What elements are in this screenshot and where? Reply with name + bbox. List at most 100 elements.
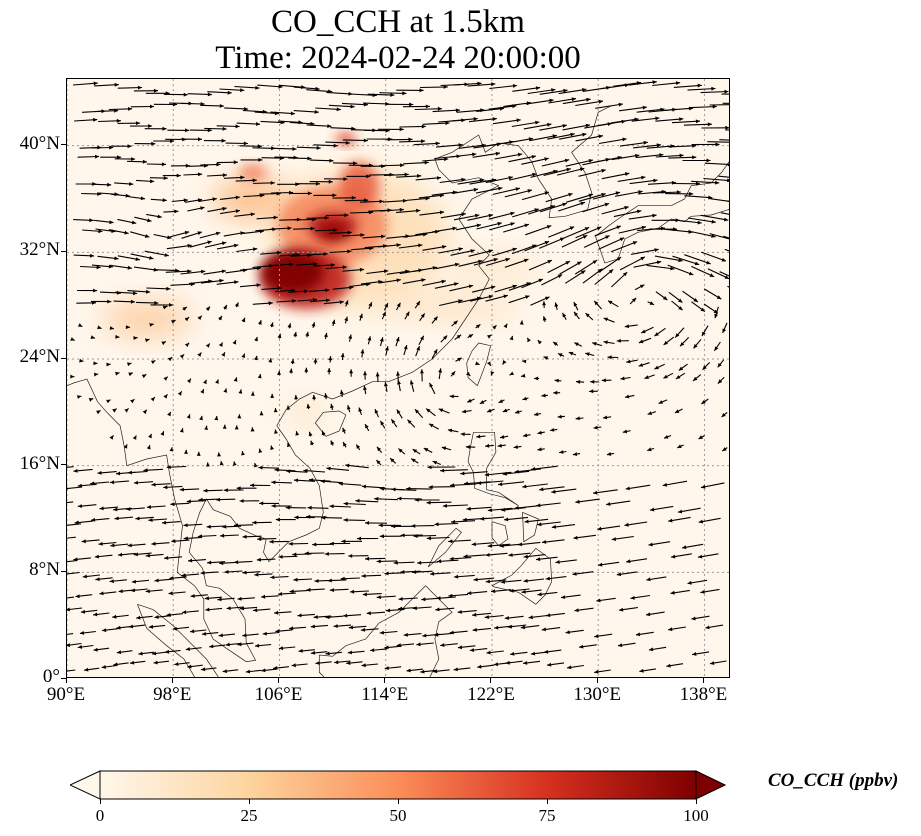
wind-vector-head-694 — [714, 313, 718, 319]
wind-vector-head-115 — [366, 611, 371, 616]
wind-vector-1005 — [325, 141, 350, 144]
wind-vector-878 — [700, 214, 729, 221]
wind-vector-head-205 — [234, 560, 239, 565]
wind-vector-head-552 — [167, 357, 173, 362]
wind-vector-head-346 — [428, 485, 433, 489]
wind-vector-head-1072 — [219, 104, 224, 108]
wind-vector-head-465 — [426, 408, 431, 413]
wind-vector-head-498 — [429, 382, 434, 388]
wind-vector-head-302 — [215, 497, 220, 502]
wind-vector-head-956 — [131, 157, 136, 161]
wind-vector-head-551 — [150, 360, 156, 365]
wind-vector-head-655 — [675, 333, 680, 338]
wind-vector-head-1105 — [153, 88, 158, 93]
wind-vector-260 — [67, 523, 82, 526]
wind-vector-head-269 — [222, 524, 227, 529]
wind-vector-head-986 — [679, 153, 684, 158]
wind-vector-head-646 — [519, 320, 524, 325]
wind-vector-head-627 — [184, 317, 190, 322]
wind-vector-head-565 — [403, 345, 408, 350]
wind-vector-head-370 — [274, 468, 279, 472]
wind-vector-head-1028 — [93, 117, 98, 122]
wind-vector-head-208 — [292, 552, 297, 557]
wind-vector-head-49 — [347, 650, 353, 655]
wind-vector-head-518 — [215, 379, 219, 384]
wind-vector-head-907 — [588, 193, 593, 198]
wind-vector-head-408 — [513, 445, 518, 449]
wind-vector-head-535 — [521, 373, 526, 378]
wind-vector-head-105 — [182, 610, 187, 615]
y-tick-mark-40 — [61, 144, 66, 146]
wind-vector-head-821 — [360, 233, 365, 237]
wind-vector-head-214 — [393, 560, 398, 565]
co-plume-blob-7 — [339, 161, 380, 210]
wind-vector-head-913 — [689, 191, 694, 196]
wind-vector-head-152 — [448, 593, 453, 598]
wind-vector-head-829 — [510, 222, 515, 226]
wind-vector-head-352 — [539, 487, 544, 492]
wind-vector-head-33 — [67, 643, 71, 647]
wind-vector-head-1077 — [314, 110, 319, 114]
wind-vector-head-257 — [611, 537, 616, 541]
wind-vector-head-946 — [625, 172, 630, 176]
wind-vector-head-1031 — [148, 124, 153, 128]
wind-vector-head-395 — [287, 442, 291, 448]
wind-vector-head-885 — [183, 198, 188, 203]
wind-vector-head-809 — [144, 234, 150, 238]
wind-vector-head-612 — [574, 342, 579, 347]
wind-vector-head-9 — [222, 669, 227, 674]
wind-vector-head-468 — [487, 408, 492, 413]
wind-vector-head-905 — [544, 191, 549, 196]
wind-vector-head-106 — [205, 607, 210, 612]
wind-vector-head-191 — [572, 571, 577, 576]
y-tick-mark-24 — [61, 357, 66, 359]
wind-vector-1080 — [341, 102, 369, 106]
wind-vector-head-732 — [96, 265, 101, 270]
wind-vector-1021 — [619, 141, 648, 147]
wind-vector-head-932 — [366, 174, 371, 179]
wind-vector-head-340 — [320, 479, 325, 484]
wind-vector-head-955 — [117, 155, 122, 160]
colorbar-tick-label-100: 100 — [683, 806, 709, 825]
wind-vector-head-568 — [457, 357, 462, 362]
wind-vector-354 — [592, 489, 618, 494]
wind-vector-head-417 — [132, 435, 137, 440]
wind-vector-1135 — [673, 84, 702, 88]
wind-vector-head-1099 — [712, 104, 717, 109]
wind-vector-315 — [442, 504, 468, 507]
wind-vector-head-225 — [626, 559, 631, 564]
wind-vector-head-788 — [442, 245, 447, 249]
wind-vector-head-141 — [261, 594, 266, 599]
wind-vector-head-217 — [449, 556, 454, 561]
wind-vector-901 — [452, 188, 479, 194]
x-tick-label-90: 90°E — [46, 684, 86, 705]
wind-vector-head-935 — [417, 174, 422, 178]
wind-vector-head-536 — [534, 376, 539, 381]
wind-vector-head-222 — [536, 557, 541, 562]
wind-vector-head-116 — [386, 608, 391, 613]
wind-vector-1089 — [503, 102, 532, 108]
wind-vector-876 — [673, 219, 702, 224]
wind-vector-head-704 — [256, 283, 261, 288]
wind-vector-head-777 — [233, 243, 239, 248]
wind-vector-863 — [440, 213, 466, 219]
wind-vector-head-399 — [356, 444, 361, 449]
wind-vector-head-1076 — [290, 111, 295, 116]
wind-vector-head-22 — [453, 667, 458, 672]
wind-vector-head-73 — [201, 631, 207, 636]
wind-vector-head-778 — [253, 247, 258, 252]
wind-vector-head-866 — [510, 211, 515, 216]
co-plume-blob-2 — [212, 179, 293, 219]
wind-vector-head-1126 — [535, 86, 541, 91]
wind-vector-head-763 — [656, 260, 662, 265]
wind-vector-1064 — [725, 129, 729, 131]
wind-vector-head-534 — [509, 371, 514, 376]
wind-vector-907 — [565, 193, 594, 203]
wind-vector-head-510 — [70, 374, 75, 379]
wind-vector-head-662 — [169, 303, 174, 307]
wind-vector-head-717 — [490, 285, 496, 290]
wind-vector-head-133 — [118, 589, 123, 594]
wind-vector-head-323 — [650, 507, 655, 512]
wind-vector-head-699 — [166, 286, 171, 291]
wind-vector-864 — [453, 214, 480, 221]
